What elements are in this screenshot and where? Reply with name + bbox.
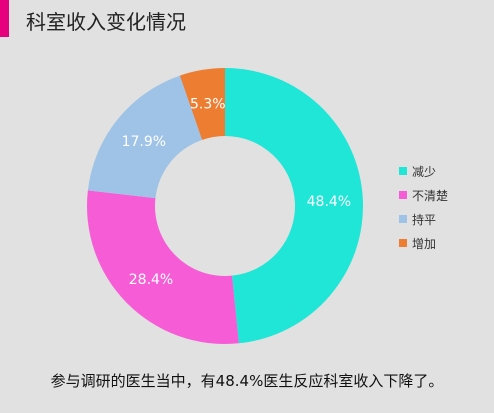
slice-label-0: 48.4%	[307, 194, 351, 210]
title-accent-bar	[0, 0, 9, 37]
legend-label-2: 持平	[412, 212, 436, 227]
slice-label-2: 17.9%	[122, 134, 166, 150]
slice-label-3: 5.3%	[190, 96, 226, 112]
legend-swatch-3	[399, 239, 407, 247]
legend-label-3: 增加	[412, 237, 436, 251]
legend-swatch-0	[399, 167, 407, 175]
pie-slice-0	[225, 68, 364, 344]
chart-caption: 参与调研的医生当中，有48.4%医生反应科室收入下降了。	[50, 372, 444, 390]
legend-swatch-1	[399, 191, 407, 199]
legend-label-0: 减少	[412, 165, 436, 179]
legend-swatch-2	[399, 215, 407, 223]
pie-slice-1	[87, 190, 239, 344]
page-title: 科室收入变化情况	[26, 10, 186, 34]
title-bar: 科室收入变化情况	[0, 0, 494, 40]
pie-slice-2	[87, 75, 203, 199]
legend-label-1: 不清楚	[412, 189, 448, 203]
slice-label-1: 28.4%	[129, 272, 173, 288]
pie-slice-3	[179, 68, 225, 140]
